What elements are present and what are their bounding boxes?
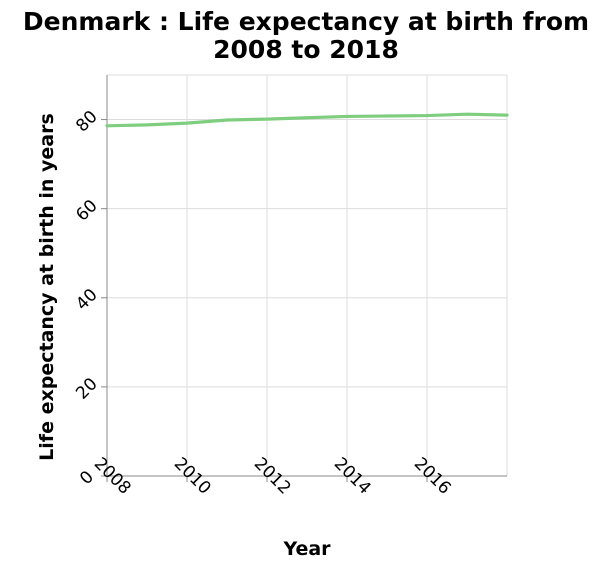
- y-tick-label-60: 60: [72, 196, 101, 225]
- data-point-2018: [505, 113, 509, 117]
- data-point-2016: [425, 114, 429, 117]
- x-axis-label: Year: [282, 538, 331, 560]
- y-tick-label-40: 40: [72, 285, 101, 314]
- chart-title-line2: 2008 to 2018: [213, 35, 399, 64]
- axes: [101, 75, 507, 482]
- data-point-2012: [265, 117, 269, 121]
- data-point-2013: [305, 116, 309, 120]
- y-axis-label: Life expectancy at birth in years: [36, 113, 58, 461]
- data-point-2014: [345, 115, 349, 118]
- data-point-2015: [385, 114, 389, 118]
- data-point-2017: [465, 112, 469, 116]
- grid: [107, 74, 508, 476]
- data-point-2009: [145, 123, 149, 127]
- chart-title-line1: Denmark : Life expectancy at birth from: [23, 7, 589, 36]
- y-tick-label-20: 20: [72, 374, 101, 403]
- data-point-2011: [225, 118, 229, 122]
- data-point-2010: [185, 121, 189, 125]
- y-tick-label-80: 80: [72, 107, 101, 136]
- data-point-2008: [105, 124, 109, 128]
- series-layer: [105, 112, 509, 128]
